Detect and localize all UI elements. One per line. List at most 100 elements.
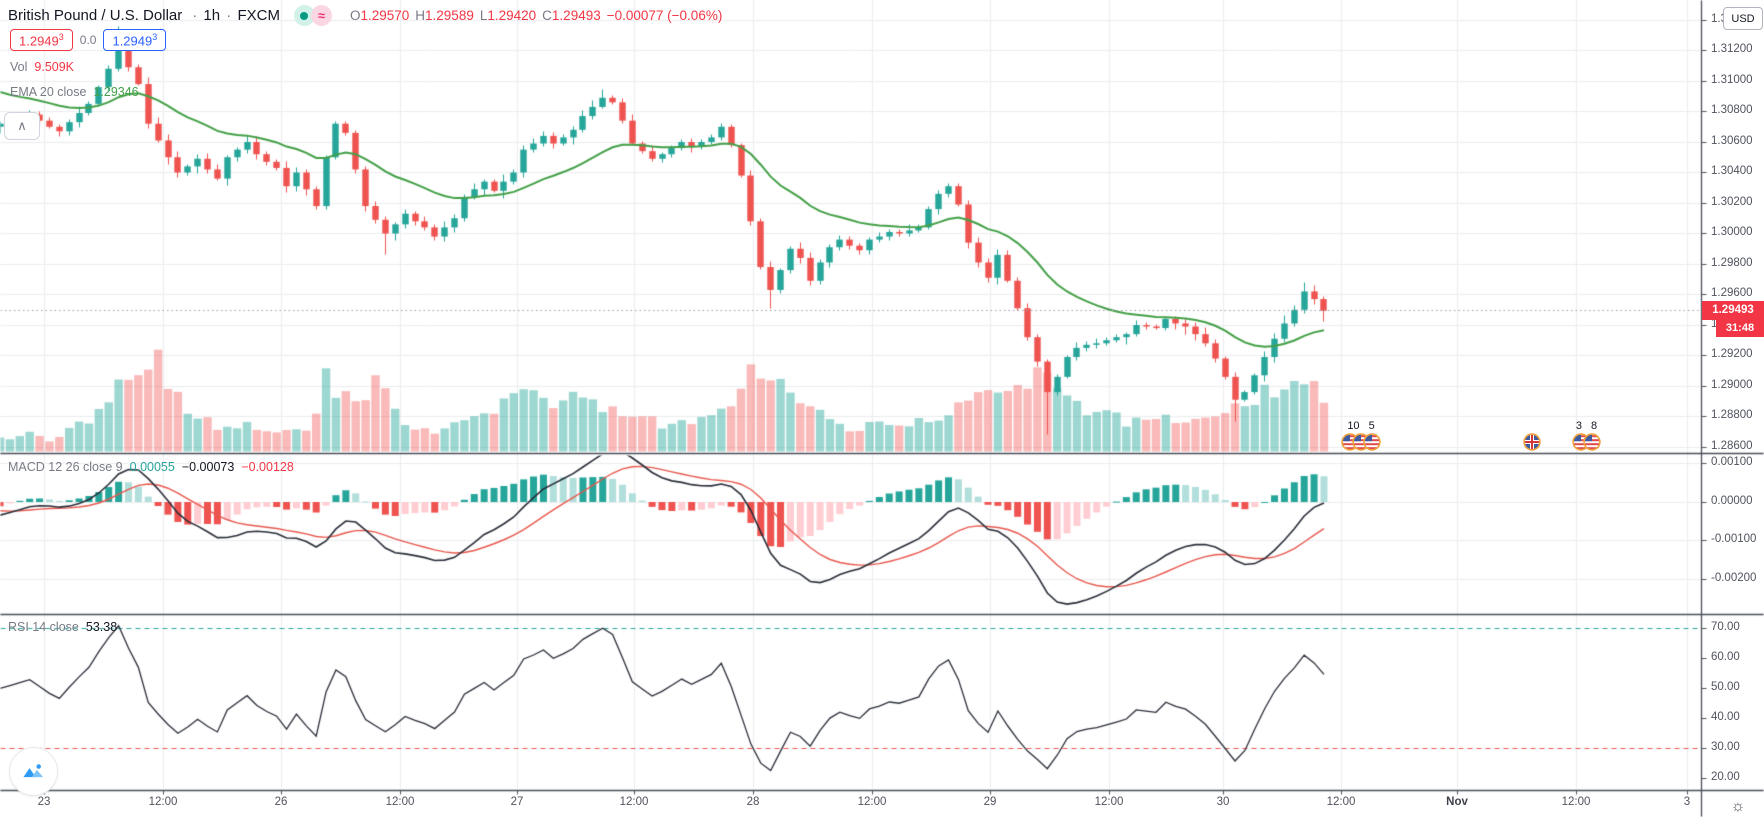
time-tick-label: 26 [274, 796, 288, 808]
volume-legend: Vol 9.509K [10, 60, 74, 74]
low-value: 1.29420 [487, 8, 537, 23]
event-count-label: 5 [1368, 420, 1375, 432]
price-tick-label: 1.29000 [1711, 378, 1753, 391]
trade-panel: 1.29493 0.0 1.29493 [10, 29, 167, 52]
price-tick-label: 1.30600 [1711, 134, 1753, 147]
market-status-pill[interactable]: ≈ [293, 5, 332, 26]
volume-value: 9.509K [34, 60, 75, 74]
market-open-icon [293, 5, 315, 26]
rsi-tick-label: 70.00 [1711, 621, 1740, 633]
macd-legend: MACD 12 26 close 9 0.00055 −0.00073 −0.0… [8, 460, 294, 474]
time-tick-label: 29 [983, 796, 997, 808]
high-label: H [415, 8, 426, 23]
macd-line-value: −0.00073 [181, 460, 235, 474]
time-tick-label: 30 [1216, 796, 1230, 808]
macd-hist-value: 0.00055 [129, 460, 175, 474]
time-tick-label: 12:00 [1094, 796, 1124, 808]
bar-countdown-badge: 31:48 [1716, 319, 1764, 337]
price-axis[interactable]: 1.314001.312001.310001.308001.306001.304… [1702, 0, 1764, 817]
price-tick-label: 1.29600 [1711, 287, 1753, 299]
price-tick-label: 1.29800 [1711, 256, 1753, 269]
uk-flag-icon [1523, 433, 1541, 451]
us-flag-icon [1583, 433, 1601, 451]
time-tick-label: Nov [1446, 796, 1468, 808]
macd-tick-label: 0.00000 [1711, 494, 1753, 507]
currency-unit-button[interactable]: USD [1723, 7, 1763, 30]
sell-pip: 3 [58, 32, 64, 42]
last-price-badge: 1.29493 [1702, 300, 1764, 320]
economic-event-marker[interactable] [1523, 420, 1541, 451]
rsi-tick-label: 50.00 [1711, 681, 1740, 693]
price-tick-label: 1.28800 [1711, 409, 1753, 421]
event-count-label: 3 [1575, 420, 1582, 432]
separator: · [192, 7, 198, 24]
time-tick-label: 12:00 [1561, 796, 1591, 808]
time-tick-label: 3 [1683, 796, 1691, 808]
macd-tick-label: 0.00100 [1711, 455, 1753, 468]
price-tick-label: 1.30200 [1711, 195, 1753, 208]
close-label: C [542, 8, 552, 23]
interval-label[interactable]: 1h [203, 7, 221, 24]
rsi-label: RSI 14 close [8, 620, 79, 634]
economic-event-marker[interactable]: 10 5 [1341, 420, 1381, 451]
open-value: 1.29570 [360, 8, 410, 23]
ema-value: 1.29346 [93, 85, 139, 99]
price-tick-label: 1.29200 [1711, 348, 1753, 360]
spread-value: 0.0 [79, 33, 97, 48]
chart-legend-header: British Pound / U.S. Dollar · 1h · FXCM … [8, 5, 722, 26]
sun-icon: ☼ [1730, 798, 1746, 815]
chevron-up-icon: ∧ [17, 118, 27, 133]
time-tick-label: 12:00 [1326, 796, 1356, 808]
rsi-tick-label: 20.00 [1711, 771, 1740, 783]
mountains-icon [23, 764, 44, 778]
rsi-legend: RSI 14 close 53.38 [8, 620, 117, 634]
rsi-value: 53.38 [85, 620, 118, 634]
close-value: 1.29493 [551, 8, 601, 23]
change-value: −0.00077 (−0.06%) [606, 8, 723, 23]
volume-label: Vol [10, 60, 28, 74]
sell-button[interactable]: 1.29493 [10, 29, 73, 52]
time-tick-label: 12:00 [619, 796, 649, 808]
theme-toggle-button[interactable]: ☼ [1727, 797, 1749, 817]
macd-tick-label: -0.00200 [1711, 572, 1757, 584]
time-tick-label: 23 [37, 796, 51, 808]
time-tick-label: 12:00 [857, 796, 887, 808]
collapse-legend-button[interactable]: ∧ [4, 112, 40, 140]
event-count-label: 10 [1347, 420, 1360, 432]
separator: · [226, 7, 232, 24]
price-tick-label: 1.30800 [1711, 104, 1753, 116]
time-tick-label: 12:00 [148, 796, 178, 808]
price-tick-label: 1.30400 [1711, 165, 1753, 177]
time-axis[interactable]: 23 12:00 26 12:00 27 12:00 28 12:00 29 12:00 30 12:… [0, 790, 1764, 817]
open-label: O [349, 8, 361, 23]
macd-label: MACD 12 26 close 9 [8, 460, 123, 474]
event-count-label: 8 [1591, 420, 1598, 432]
macd-tick-label: -0.00100 [1711, 533, 1757, 546]
ema-legend: EMA 20 close 1.29346 [10, 85, 139, 99]
price-tick-label: 1.31200 [1711, 43, 1753, 55]
time-tick-label: 28 [746, 796, 760, 808]
symbol-title[interactable]: British Pound / U.S. Dollar [8, 7, 183, 24]
time-tick-label: 12:00 [385, 796, 415, 808]
buy-button[interactable]: 1.29493 [103, 29, 167, 52]
rsi-tick-label: 30.00 [1711, 741, 1740, 753]
high-value: 1.29589 [425, 8, 474, 23]
buy-price: 1.2949 [112, 33, 153, 49]
exchange-label: FXCM [237, 7, 280, 24]
buy-pip: 3 [152, 32, 158, 42]
time-tick-label: 27 [510, 796, 524, 808]
sell-price: 1.2949 [19, 33, 59, 49]
low-label: L [479, 8, 488, 23]
price-tick-label: 1.30000 [1711, 226, 1753, 238]
ema-label: EMA 20 close [10, 85, 87, 99]
delayed-data-icon: ≈ [310, 5, 332, 26]
price-tick-label: 1.31000 [1711, 73, 1753, 86]
macd-signal-value: −0.00128 [241, 460, 294, 474]
price-tick-label: 1.28600 [1711, 439, 1753, 452]
us-flag-icon [1363, 433, 1381, 451]
tradingview-logo-button[interactable] [9, 747, 58, 796]
rsi-tick-label: 40.00 [1711, 711, 1740, 723]
